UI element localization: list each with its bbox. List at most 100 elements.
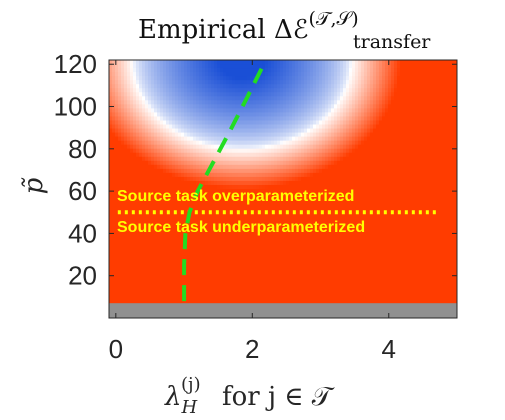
heatmap-cell	[331, 64, 335, 69]
heatmap-cell	[142, 265, 146, 271]
heatmap-cell	[280, 273, 284, 279]
heatmap-cell	[217, 128, 221, 134]
heatmap-cell	[145, 241, 149, 247]
heatmap-cell	[322, 172, 326, 178]
heatmap-cell	[283, 189, 287, 194]
heatmap-cell	[109, 100, 113, 105]
heatmap-cell	[181, 201, 185, 206]
heatmap-cell	[253, 108, 257, 114]
heatmap-cell	[319, 100, 323, 105]
heatmap-cell	[295, 281, 299, 287]
heatmap-cell	[223, 100, 227, 105]
heatmap-cell	[241, 265, 245, 271]
heatmap-cell	[118, 265, 122, 271]
heatmap-cell	[301, 164, 305, 170]
heatmap-cell	[319, 273, 323, 279]
heatmap-cell	[331, 124, 335, 130]
heatmap-cell	[112, 140, 116, 146]
heatmap-cell	[214, 60, 218, 65]
heatmap-cell	[115, 249, 119, 255]
heatmap-cell	[217, 180, 221, 186]
heatmap-cell	[157, 112, 161, 118]
heatmap-cell	[283, 261, 287, 267]
heatmap-cell	[232, 176, 236, 182]
heatmap-cell	[244, 60, 248, 65]
heatmap-cell	[184, 152, 188, 158]
heatmap-cell	[247, 233, 251, 238]
heatmap-cell	[109, 225, 113, 230]
heatmap-cell	[154, 253, 158, 259]
heatmap-cell	[271, 221, 275, 226]
heatmap-cell	[181, 68, 185, 73]
heatmap-cell	[199, 112, 203, 118]
heatmap-cell	[292, 148, 296, 154]
heatmap-cell	[196, 168, 200, 174]
heatmap-cell	[121, 144, 125, 150]
heatmap-cell	[238, 273, 242, 279]
heatmap-cell	[187, 241, 191, 247]
heatmap-cell	[211, 205, 215, 210]
heatmap-cell	[175, 168, 179, 174]
heatmap-cell	[199, 104, 203, 109]
heatmap-cell	[163, 116, 167, 122]
heatmap-cell	[157, 76, 161, 81]
heatmap-cell	[133, 116, 137, 122]
heatmap-cell	[148, 144, 152, 150]
heatmap-cell	[211, 92, 215, 97]
heatmap-cell	[223, 132, 227, 138]
heatmap-cell	[271, 189, 275, 194]
heatmap-cell	[196, 285, 200, 291]
heatmap-cell	[136, 76, 140, 81]
heatmap-cell	[244, 297, 248, 303]
heatmap-cell	[199, 172, 203, 178]
heatmap-cell	[334, 136, 338, 142]
heatmap-cell	[322, 241, 326, 247]
heatmap-cell	[334, 221, 338, 226]
heatmap-cell	[220, 180, 224, 186]
heatmap-cell	[154, 241, 158, 247]
heatmap-cell	[202, 233, 206, 238]
heatmap-cell	[286, 124, 290, 130]
heatmap-cell	[259, 180, 263, 186]
heatmap-cell	[148, 265, 152, 271]
heatmap-cell	[199, 233, 203, 238]
heatmap-cell	[277, 229, 281, 234]
heatmap-cell	[265, 144, 269, 150]
heatmap-cell	[199, 225, 203, 230]
heatmap-cell	[154, 104, 158, 109]
heatmap-cell	[127, 136, 131, 142]
heatmap-cell	[142, 104, 146, 109]
heatmap-cell	[301, 225, 305, 230]
heatmap-cell	[292, 180, 296, 186]
heatmap-cell	[175, 176, 179, 182]
heatmap-cell	[253, 225, 257, 230]
heatmap-cell	[208, 160, 212, 166]
heatmap-cell	[310, 189, 314, 194]
heatmap-cell	[223, 76, 227, 81]
heatmap-cell	[328, 120, 332, 126]
heatmap-cell	[211, 152, 215, 158]
heatmap-cell	[313, 160, 317, 166]
heatmap-cell	[211, 269, 215, 275]
heatmap-cell	[118, 116, 122, 122]
heatmap-cell	[172, 68, 176, 73]
heatmap-cell	[292, 80, 296, 85]
heatmap-cell	[298, 217, 302, 222]
heatmap-cell	[196, 64, 200, 69]
heatmap-cell	[283, 285, 287, 291]
heatmap-cell	[319, 261, 323, 267]
heatmap-cell	[307, 257, 311, 263]
heatmap-cell	[289, 172, 293, 178]
heatmap-cell	[199, 217, 203, 222]
heatmap-cell	[118, 128, 122, 134]
heatmap-cell	[325, 225, 329, 230]
heatmap-cell	[172, 140, 176, 146]
heatmap-cell	[319, 128, 323, 134]
heatmap-cell	[214, 229, 218, 234]
heatmap-cell	[115, 112, 119, 118]
heatmap-cell	[250, 233, 254, 238]
heatmap-cell	[178, 72, 182, 77]
heatmap-cell	[325, 281, 329, 287]
heatmap-cell	[109, 201, 113, 206]
heatmap-cell	[328, 76, 332, 81]
